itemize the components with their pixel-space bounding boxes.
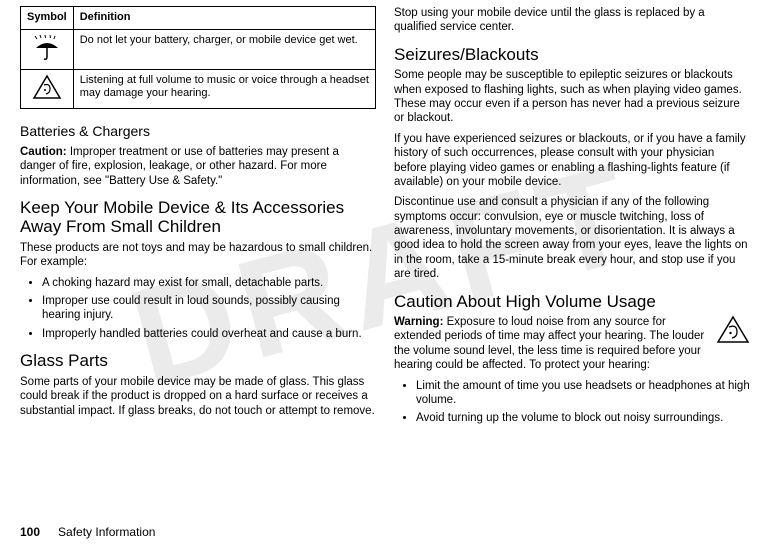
wet-def: Do not let your battery, charger, or mob… (73, 29, 375, 69)
caution-label: Caution: (20, 146, 67, 158)
list-item: Improperly handled batteries could overh… (42, 327, 376, 341)
page-footer: 100 Safety Information (20, 525, 155, 539)
th-definition: Definition (73, 7, 375, 30)
glass-para: Some parts of your mobile device may be … (20, 375, 376, 418)
seizures-p2: If you have experienced seizures or blac… (394, 132, 750, 190)
list-item: Avoid turning up the volume to block out… (416, 411, 750, 425)
list-item: Improper use could result in loud sounds… (42, 294, 376, 323)
page-content: Symbol Definition Do (0, 0, 770, 432)
symbol-table: Symbol Definition Do (20, 6, 376, 109)
keep-away-para: These products are not toys and may be h… (20, 241, 376, 270)
right-column: Stop using your mobile device until the … (394, 6, 750, 432)
hearing-icon-cell (21, 69, 74, 109)
caution-para: Caution: Improper treatment or use of ba… (20, 145, 376, 188)
seizures-heading: Seizures/Blackouts (394, 45, 750, 65)
keep-away-heading: Keep Your Mobile Device & Its Accessorie… (20, 198, 376, 237)
volume-heading: Caution About High Volume Usage (394, 292, 750, 312)
umbrella-rain-icon (32, 34, 62, 60)
volume-para: Warning: Exposure to loud noise from any… (394, 315, 750, 373)
list-item: A choking hazard may exist for small, de… (42, 276, 376, 290)
glass-heading: Glass Parts (20, 351, 376, 371)
seizures-p3: Discontinue use and consult a physician … (394, 195, 750, 281)
footer-title: Safety Information (58, 525, 155, 539)
batteries-heading: Batteries & Chargers (20, 123, 376, 141)
hearing-warning-icon (32, 74, 62, 100)
keep-away-list: A choking hazard may exist for small, de… (20, 276, 376, 342)
caution-text: Improper treatment or use of batteries m… (20, 146, 339, 187)
left-column: Symbol Definition Do (20, 6, 376, 432)
page-number: 100 (20, 525, 40, 539)
volume-list: Limit the amount of time you use headset… (394, 379, 750, 426)
th-symbol: Symbol (21, 7, 74, 30)
seizures-p1: Some people may be susceptible to epilep… (394, 68, 750, 126)
wet-icon-cell (21, 29, 74, 69)
ear-warning-icon (716, 315, 750, 349)
warning-label: Warning: (394, 316, 443, 328)
list-item: Limit the amount of time you use headset… (416, 379, 750, 408)
hearing-def: Listening at full volume to music or voi… (73, 69, 375, 109)
glass-continuation: Stop using your mobile device until the … (394, 6, 750, 35)
